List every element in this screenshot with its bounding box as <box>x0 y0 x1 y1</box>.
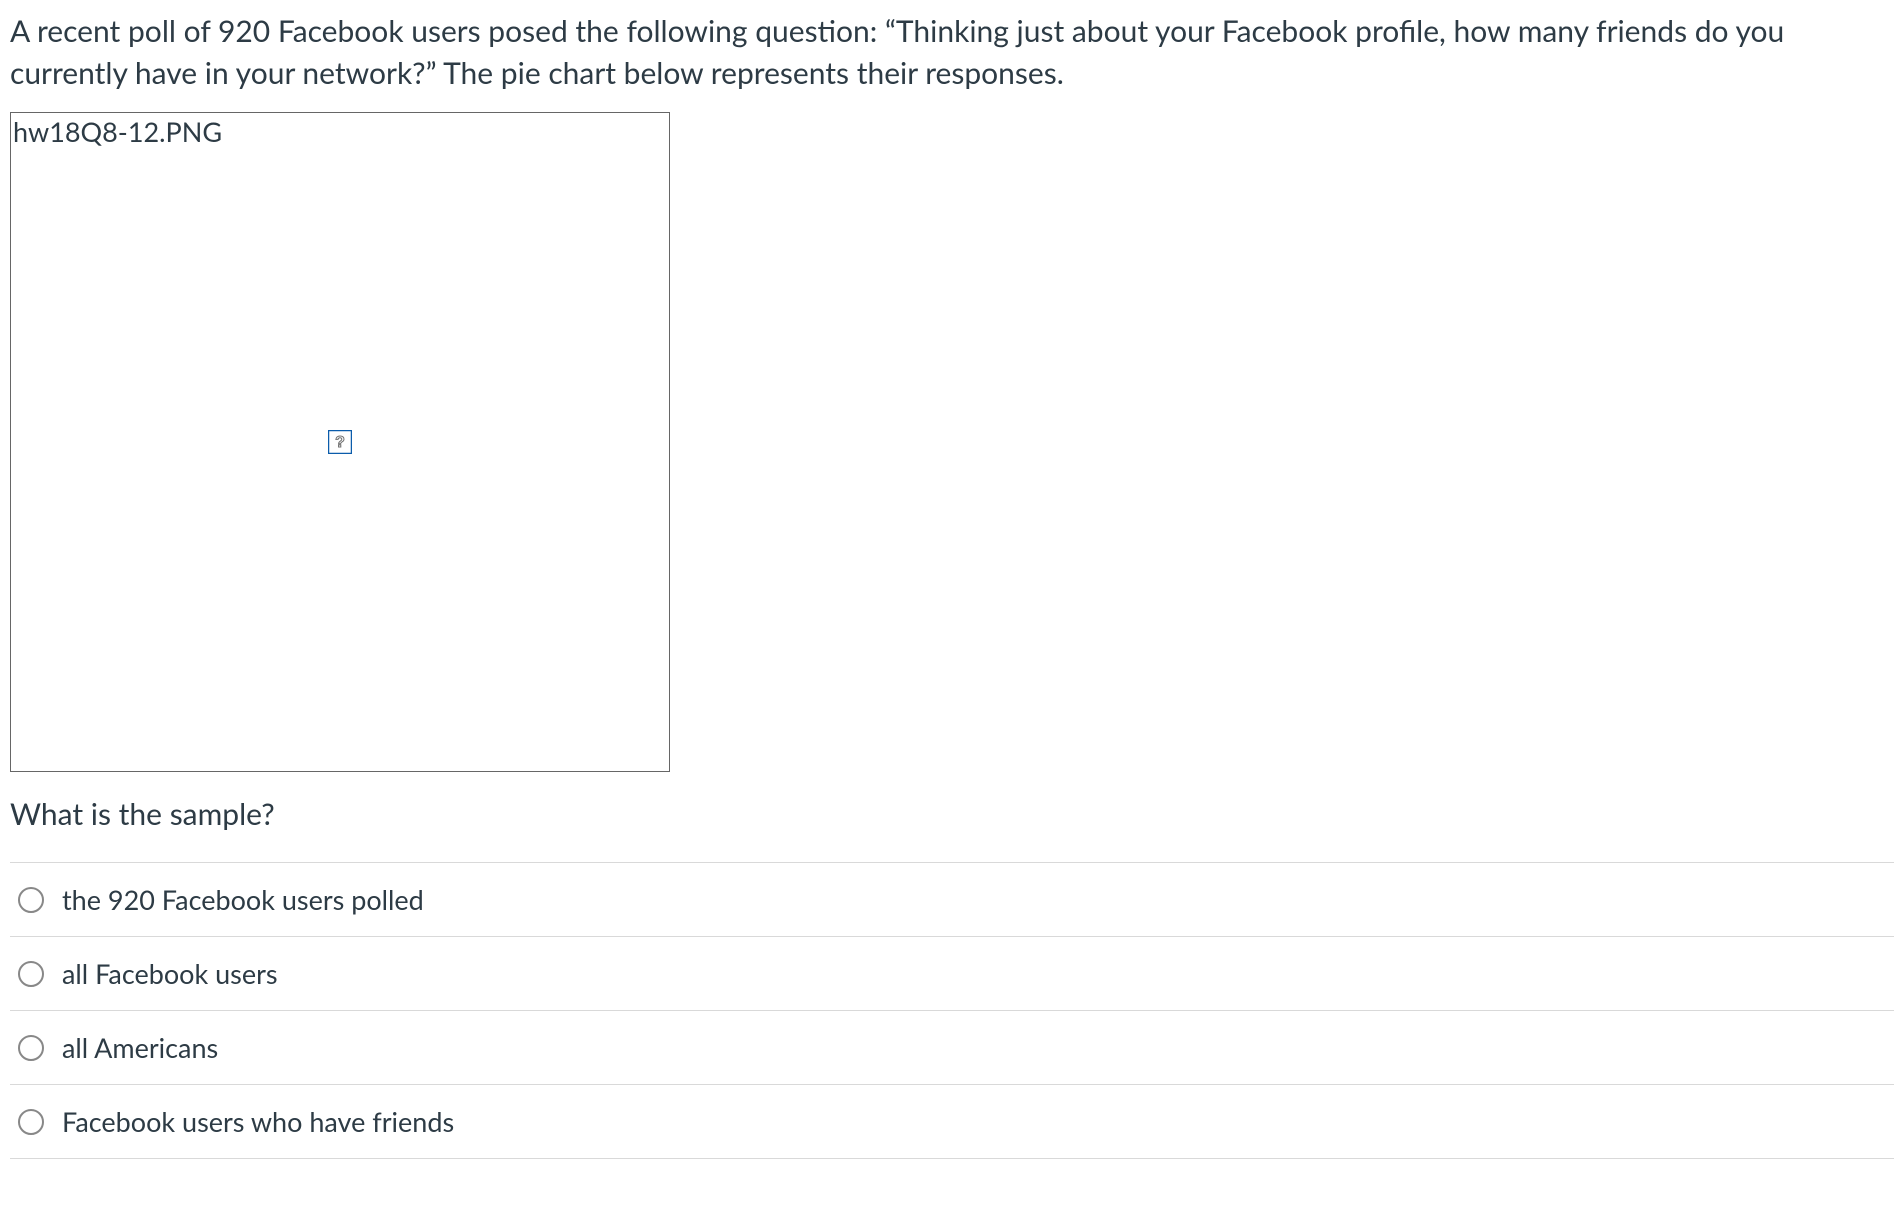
option-row[interactable]: Facebook users who have friends <box>10 1085 1894 1159</box>
options-list: the 920 Facebook users polled all Facebo… <box>10 862 1894 1159</box>
option-label: Facebook users who have friends <box>62 1105 454 1138</box>
radio-icon[interactable] <box>18 961 44 987</box>
option-row[interactable]: all Americans <box>10 1011 1894 1085</box>
question-prompt: A recent poll of 920 Facebook users pose… <box>10 10 1894 94</box>
broken-image-icon: ? <box>328 430 352 454</box>
question-container: A recent poll of 920 Facebook users pose… <box>0 0 1904 1159</box>
radio-icon[interactable] <box>18 887 44 913</box>
option-row[interactable]: all Facebook users <box>10 937 1894 1011</box>
sub-question-prompt: What is the sample? <box>10 796 1894 832</box>
svg-text:?: ? <box>335 434 345 451</box>
image-placeholder: hw18Q8-12.PNG ? <box>10 112 670 772</box>
radio-icon[interactable] <box>18 1109 44 1135</box>
option-label: all Americans <box>62 1031 218 1064</box>
image-alt-text: hw18Q8-12.PNG <box>13 115 222 148</box>
radio-icon[interactable] <box>18 1035 44 1061</box>
option-row[interactable]: the 920 Facebook users polled <box>10 863 1894 937</box>
option-label: the 920 Facebook users polled <box>62 883 424 916</box>
option-label: all Facebook users <box>62 957 278 990</box>
